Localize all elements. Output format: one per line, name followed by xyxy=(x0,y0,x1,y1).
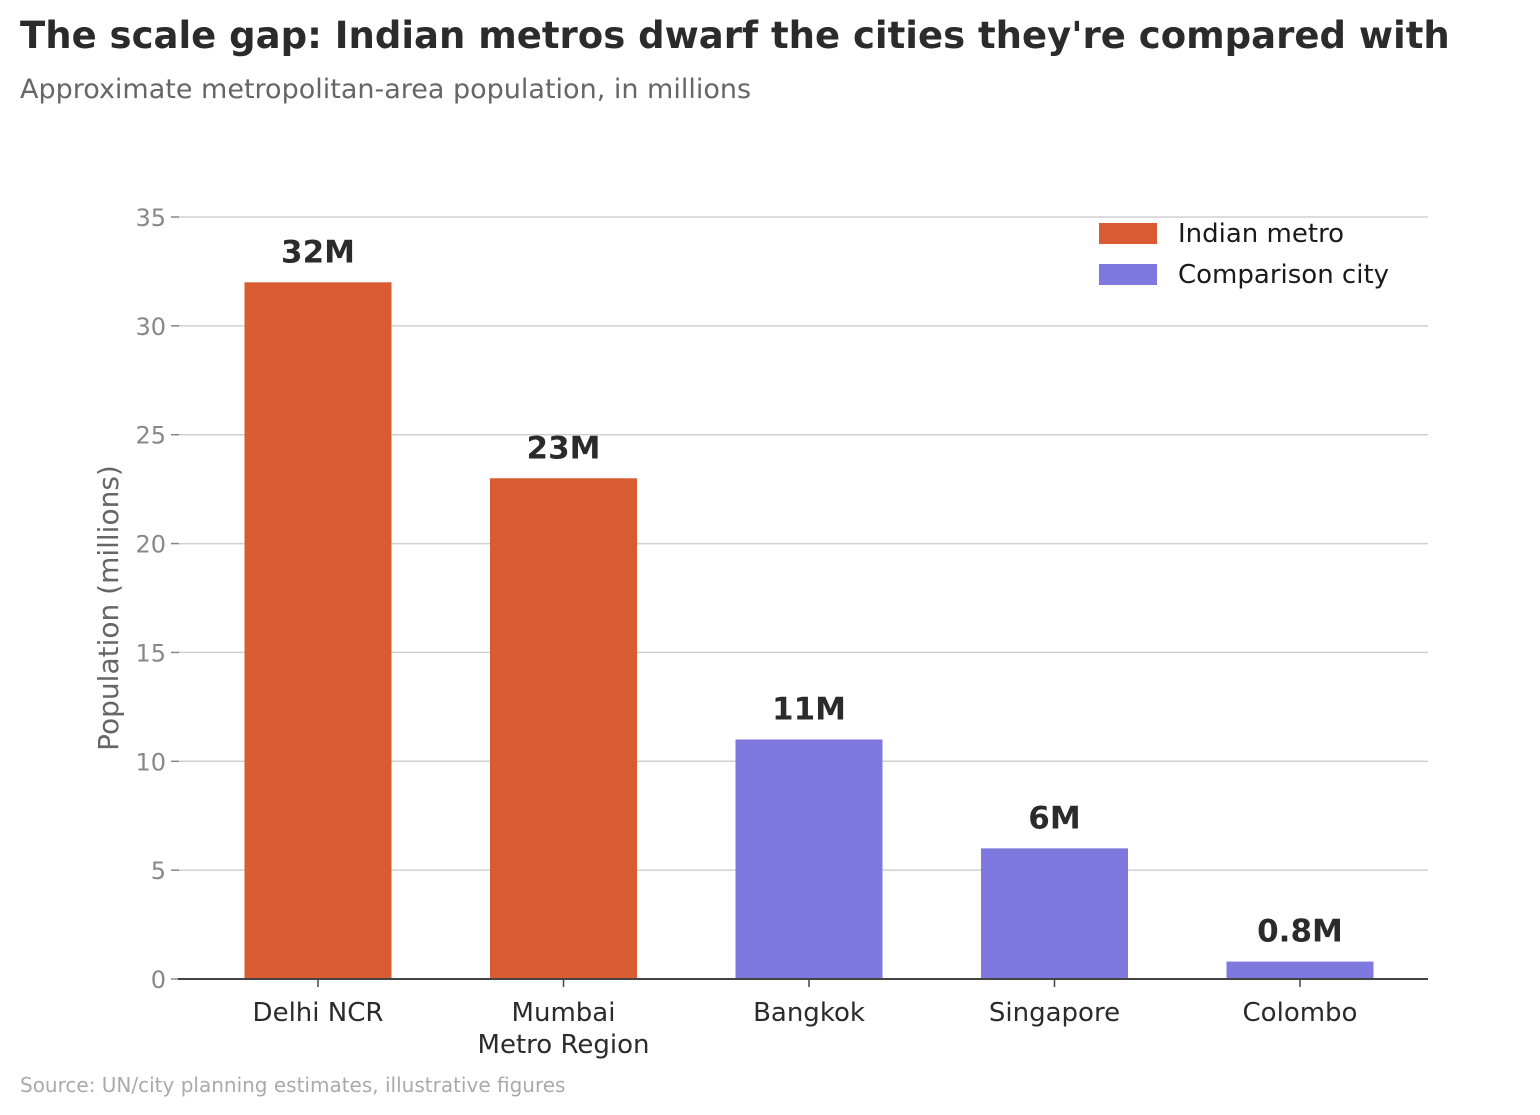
bar xyxy=(735,739,883,979)
x-tick-label: Bangkok xyxy=(753,998,865,1028)
bar xyxy=(490,478,637,979)
value-label: 32M xyxy=(281,234,355,270)
y-tick-label: 15 xyxy=(135,639,166,667)
y-tick-label: 30 xyxy=(135,313,166,341)
bar xyxy=(1226,961,1374,979)
y-tick-label: 0 xyxy=(151,966,166,994)
value-label: 0.8M xyxy=(1257,914,1343,950)
x-tick-label: Delhi NCR xyxy=(253,998,384,1028)
bar xyxy=(981,848,1128,979)
legend-label: Comparison city xyxy=(1178,260,1389,290)
x-tick-label: Metro Region xyxy=(478,1030,650,1060)
value-label: 11M xyxy=(772,692,846,728)
value-label: 6M xyxy=(1028,800,1080,836)
y-axis-label: Population (millions) xyxy=(92,465,125,751)
bar xyxy=(244,282,392,979)
y-tick-label: 35 xyxy=(135,204,166,232)
y-tick-label: 5 xyxy=(151,857,166,885)
y-tick-label: 10 xyxy=(135,748,166,776)
y-tick-label: 20 xyxy=(135,531,166,559)
x-tick-label: Colombo xyxy=(1243,998,1358,1028)
y-tick-label: 25 xyxy=(135,422,166,450)
legend-swatch xyxy=(1099,223,1157,244)
chart-subtitle: Approximate metropolitan-area population… xyxy=(20,74,752,105)
x-tick-label: Singapore xyxy=(989,998,1120,1028)
legend-label: Indian metro xyxy=(1178,219,1344,249)
x-tick-label: Mumbai xyxy=(512,998,616,1028)
legend-swatch xyxy=(1099,264,1157,285)
value-label: 23M xyxy=(527,430,601,466)
chart-title: The scale gap: Indian metros dwarf the c… xyxy=(20,14,1450,57)
source-note: Source: UN/city planning estimates, illu… xyxy=(20,1073,566,1097)
